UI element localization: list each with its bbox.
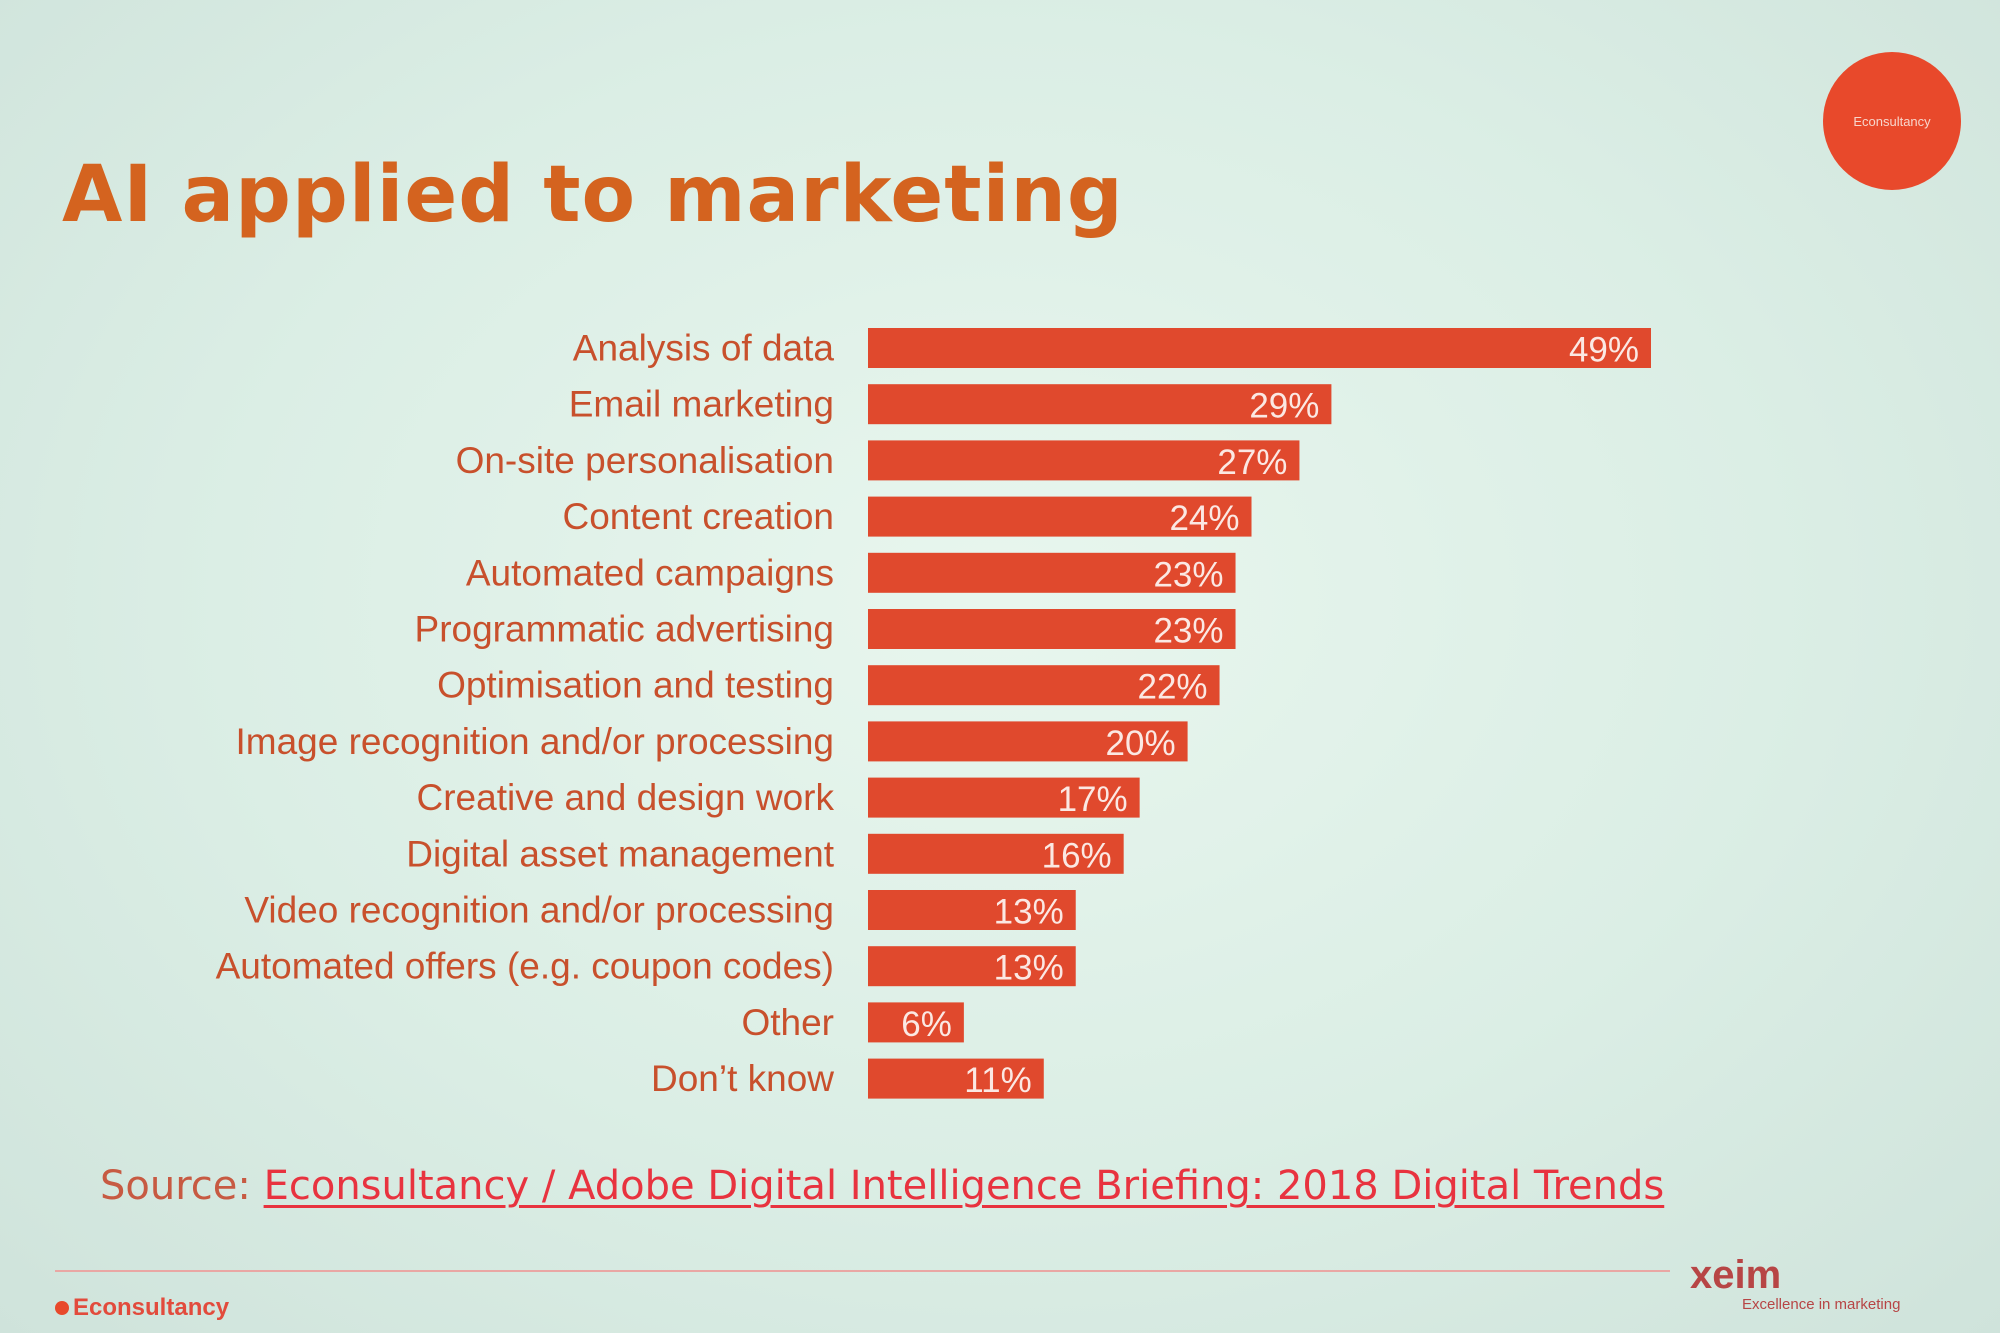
bar — [868, 384, 1332, 425]
category-label: Email marketing — [569, 384, 834, 425]
data-label: 49% — [1569, 331, 1639, 370]
source-link[interactable]: Econsultancy / Adobe Digital Intelligenc… — [263, 1163, 1665, 1209]
data-label: 13% — [994, 949, 1064, 988]
data-label: 29% — [1249, 387, 1319, 426]
bar-chart: Analysis of data 49% Email marketing 29% On-… — [216, 328, 1651, 1100]
brand-dot-icon — [55, 1301, 69, 1315]
logo-badge-text: Econsultancy — [1853, 113, 1931, 129]
bar — [868, 946, 1076, 987]
bar — [868, 496, 1252, 537]
data-label: 17% — [1058, 780, 1128, 819]
data-label: 23% — [1153, 612, 1223, 651]
category-label: Other — [741, 1002, 834, 1043]
category-label: Programmatic advertising — [415, 609, 834, 650]
category-label: Digital asset management — [406, 833, 834, 874]
bar — [868, 1058, 1044, 1099]
category-label: On-site personalisation — [456, 440, 834, 481]
category-label: Creative and design work — [417, 777, 835, 818]
category-label: Optimisation and testing — [437, 665, 834, 706]
footer-brand: Econsultancy — [55, 1294, 229, 1322]
data-label: 27% — [1217, 443, 1287, 482]
bar — [868, 609, 1236, 649]
source-prefix: Source: — [100, 1163, 264, 1209]
xeim-tagline: Excellence in marketing — [1742, 1296, 1901, 1313]
bar — [868, 665, 1220, 706]
footer-divider — [55, 1270, 1670, 1272]
data-label: 13% — [994, 893, 1064, 932]
footer-brand-text: Econsultancy — [73, 1294, 230, 1321]
category-label: Automated campaigns — [466, 552, 834, 593]
data-label: 22% — [1137, 668, 1207, 707]
data-label: 11% — [964, 1061, 1031, 1100]
bar — [868, 890, 1076, 930]
bar — [868, 777, 1140, 818]
source-line: Source: Econsultancy / Adobe Digital Int… — [100, 1163, 1664, 1209]
category-label: Content creation — [562, 496, 834, 537]
xeim-wordmark: xeim — [1690, 1253, 1782, 1297]
category-label: Video recognition and/or processing — [244, 890, 834, 931]
data-label: 24% — [1169, 499, 1239, 538]
category-label: Don’t know — [651, 1058, 834, 1099]
data-label: 16% — [1042, 836, 1112, 875]
bar — [868, 1002, 964, 1043]
econsultancy-logo-badge: Econsultancy — [1823, 52, 1961, 190]
data-label: 20% — [1106, 724, 1176, 763]
category-label: Analysis of data — [573, 328, 835, 369]
data-label: 23% — [1153, 555, 1223, 594]
bar — [868, 721, 1188, 762]
bar — [868, 833, 1124, 874]
xeim-logo: xeim Excellence in marketing — [1690, 1254, 1900, 1313]
category-label: Automated offers (e.g. coupon codes) — [216, 946, 834, 987]
bar — [868, 552, 1236, 593]
page-title: AI applied to marketing — [62, 150, 1124, 240]
bar — [868, 440, 1300, 481]
category-label: Image recognition and/or processing — [235, 721, 834, 762]
data-label: 6% — [901, 1005, 952, 1044]
bar — [868, 328, 1651, 368]
